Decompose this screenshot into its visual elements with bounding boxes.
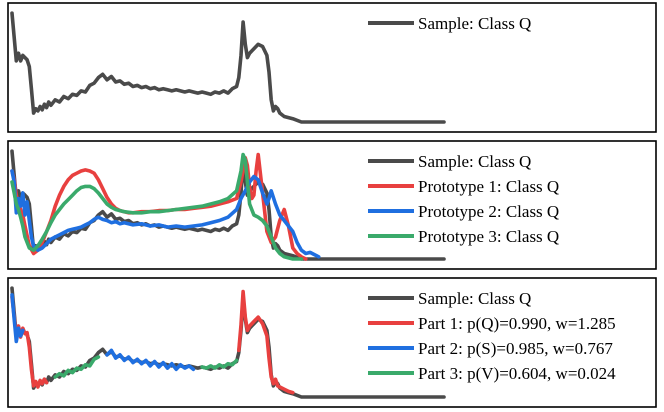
legend: Sample: Class Q Prototype 1: Class Q Proto…: [368, 152, 559, 246]
series-line-1: [10, 11, 446, 124]
panel-3: Sample: Class Q Part 1: p(Q)=0.990, w=1.2…: [7, 277, 657, 408]
series-line-4: [53, 355, 239, 379]
series-line-2: [12, 155, 444, 260]
legend-label-1: Sample: Class Q: [418, 289, 531, 308]
panel-frame: [7, 277, 657, 408]
legend-label-4: Prototype 3: Class Q: [418, 227, 559, 246]
legend-label-2: Part 1: p(Q)=0.990, w=1.285: [418, 314, 616, 333]
panel-frame: [7, 2, 657, 133]
legend-label-3: Prototype 2: Class Q: [418, 202, 559, 221]
legend-label-1: Sample: Class Q: [418, 152, 531, 171]
panel-frame: [7, 140, 657, 270]
plot-area: [10, 149, 446, 261]
legend-label-4: Part 3: p(V)=0.604, w=0.024: [418, 364, 616, 383]
series-line-1: [10, 286, 446, 399]
legend: Sample: Class Q Part 1: p(Q)=0.990, w=1.2…: [368, 289, 616, 383]
legend: Sample: Class Q: [368, 14, 531, 33]
plot-area: [10, 11, 446, 124]
legend-label-3: Part 2: p(S)=0.985, w=0.767: [418, 339, 613, 358]
series-line-4: [12, 155, 444, 260]
series-line-3: [10, 293, 196, 372]
plot-area: [10, 286, 446, 399]
panel-2: Sample: Class Q Prototype 1: Class Q Proto…: [7, 140, 657, 270]
series-line-1: [10, 149, 446, 261]
legend-label-1: Sample: Class Q: [418, 14, 531, 33]
panel-1: Sample: Class Q: [7, 2, 657, 133]
legend-label-2: Prototype 1: Class Q: [418, 177, 559, 196]
